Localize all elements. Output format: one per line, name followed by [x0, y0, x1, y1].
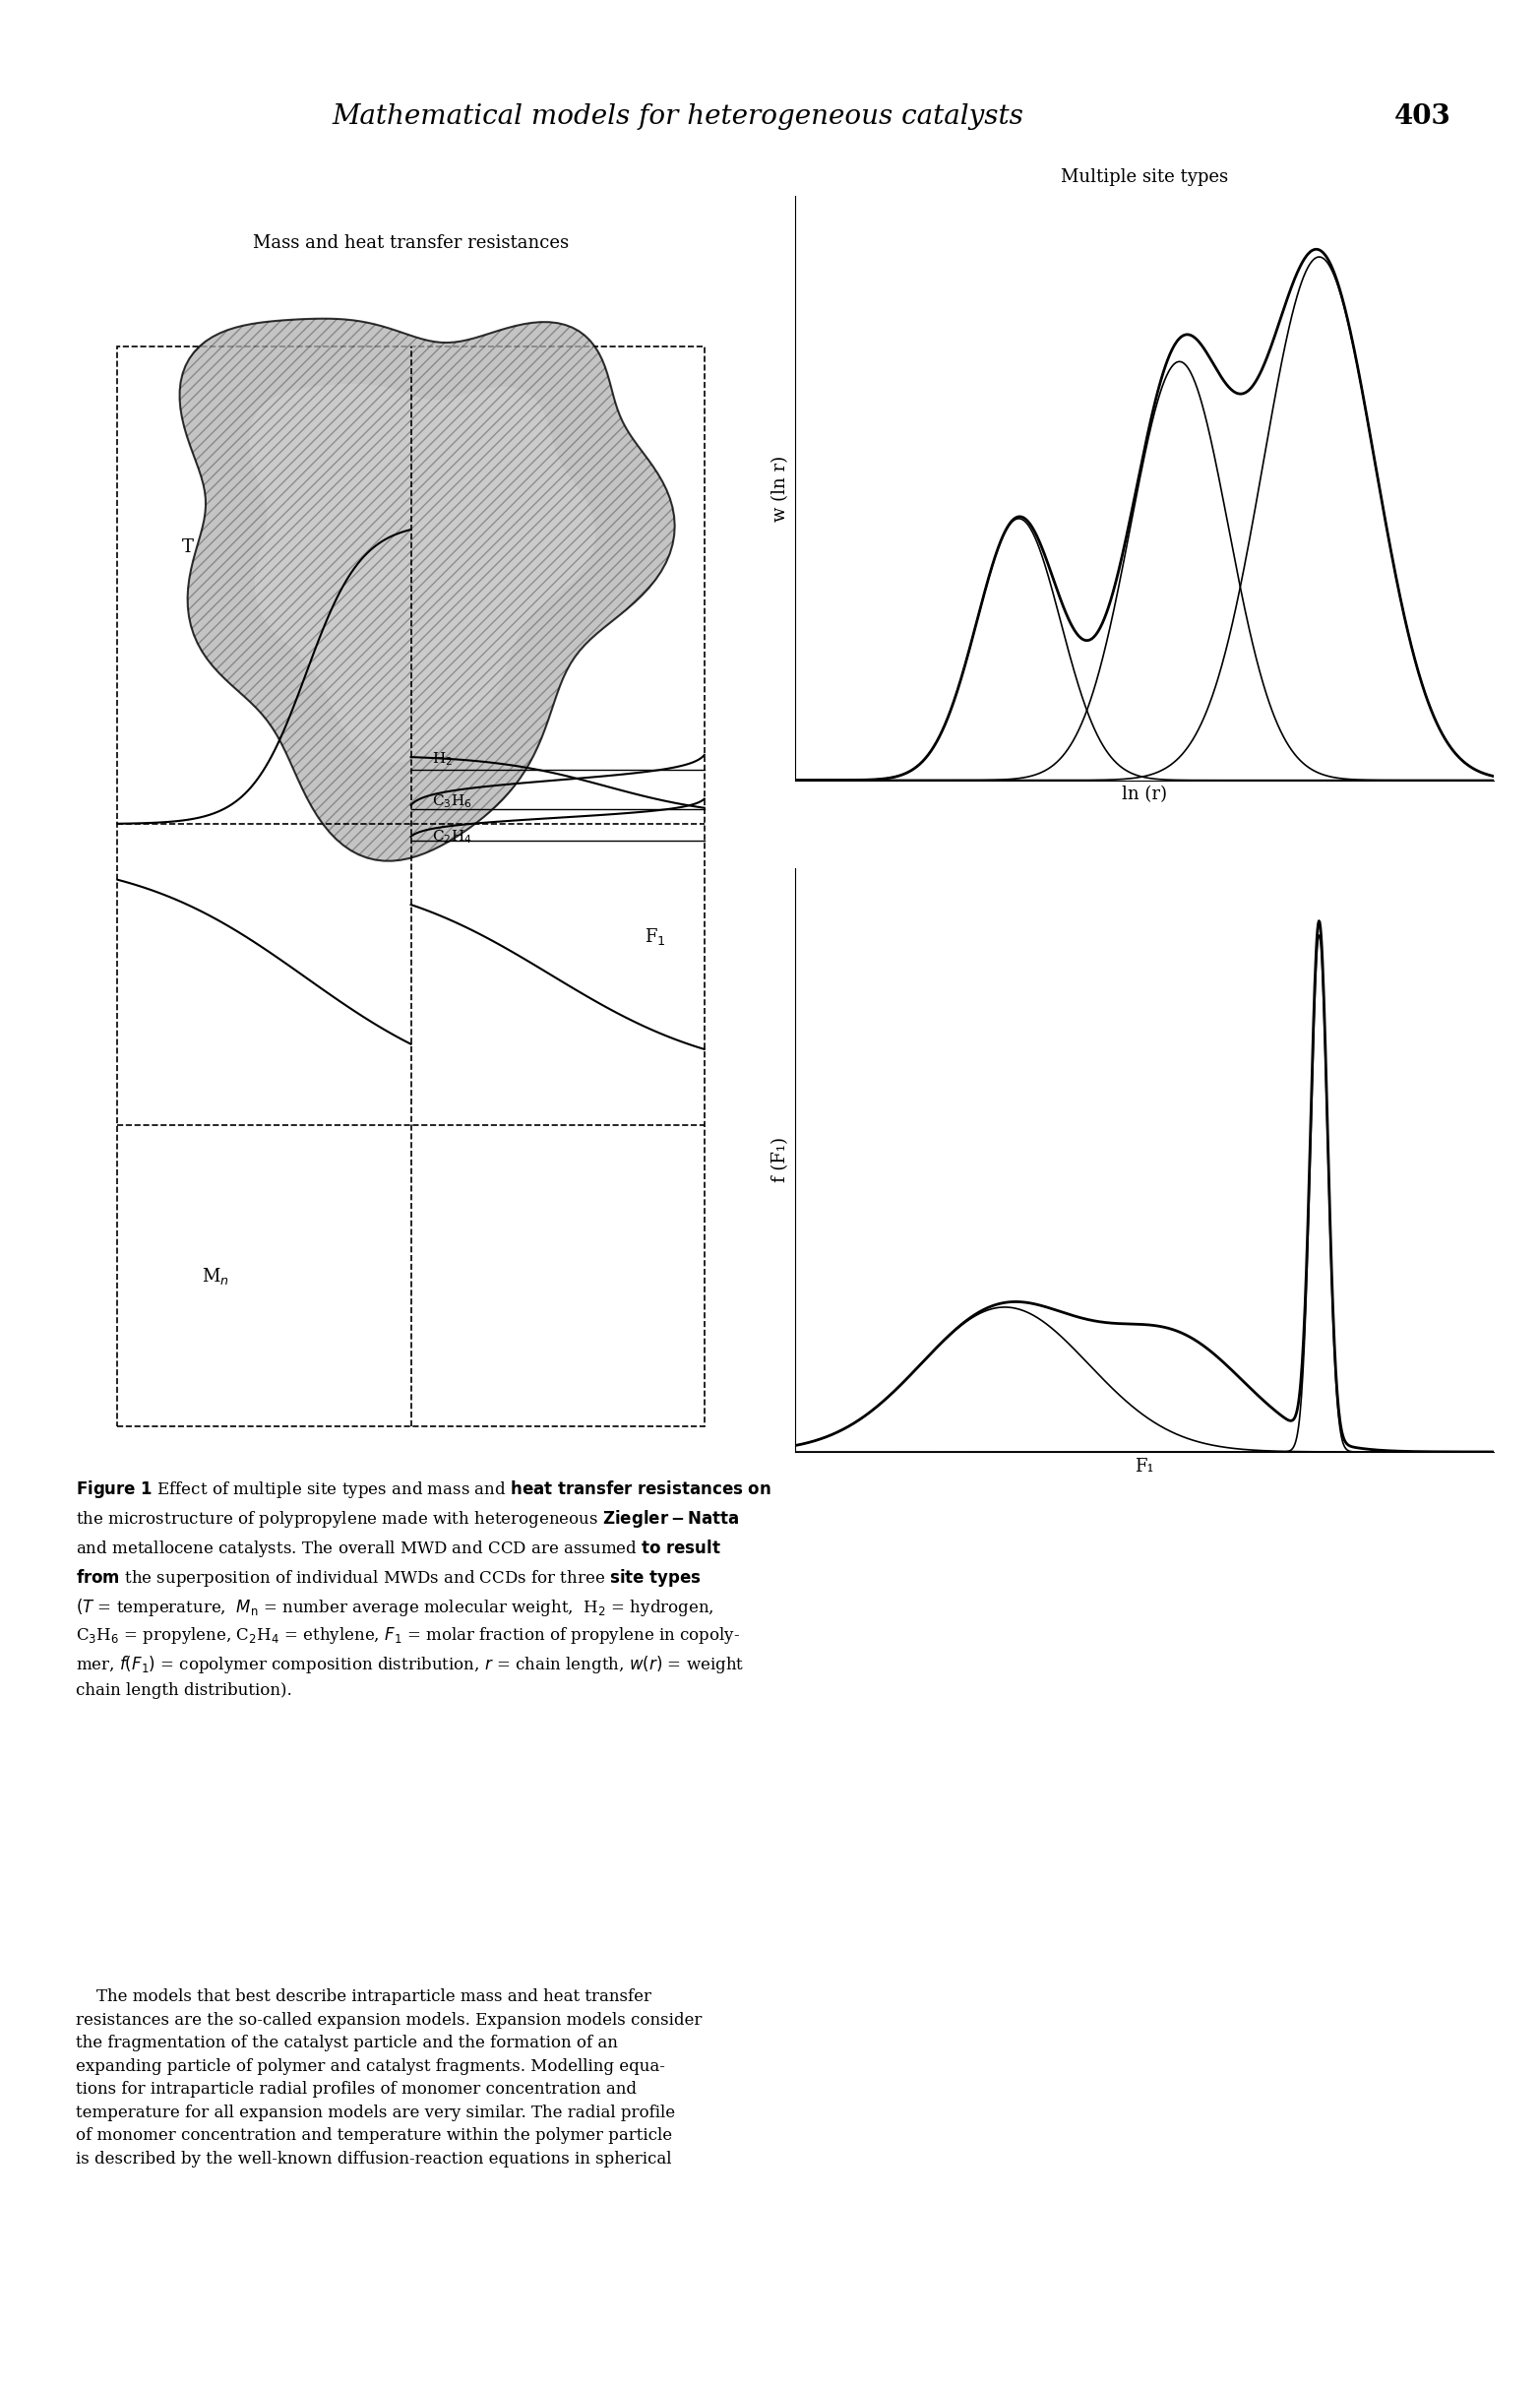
Text: F$_1$: F$_1$: [645, 927, 665, 948]
Text: T: T: [182, 540, 192, 557]
X-axis label: F₁: F₁: [1135, 1457, 1153, 1474]
Text: Mass and heat transfer resistances: Mass and heat transfer resistances: [253, 234, 568, 251]
X-axis label: ln (r): ln (r): [1121, 786, 1167, 803]
Text: H$_2$: H$_2$: [431, 750, 453, 767]
Text: The models that best describe intraparticle mass and heat transfer
resistances a: The models that best describe intraparti…: [75, 1988, 702, 2167]
Title: Multiple site types: Multiple site types: [1061, 170, 1229, 186]
Text: C$_2$H$_4$: C$_2$H$_4$: [431, 829, 471, 846]
Text: 403: 403: [1394, 103, 1451, 129]
Polygon shape: [180, 318, 675, 860]
Y-axis label: w (ln r): w (ln r): [772, 456, 790, 521]
Text: Mathematical models for heterogeneous catalysts: Mathematical models for heterogeneous ca…: [331, 103, 1023, 129]
Y-axis label: f (F₁): f (F₁): [772, 1137, 790, 1183]
Text: $\bf{Figure\ 1}$ Effect of multiple site types and mass and $\bf{heat\ transfer\: $\bf{Figure\ 1}$ Effect of multiple site…: [75, 1479, 772, 1699]
Text: C$_3$H$_6$: C$_3$H$_6$: [431, 793, 471, 810]
Polygon shape: [249, 385, 596, 762]
Text: M$_n$: M$_n$: [202, 1266, 229, 1285]
